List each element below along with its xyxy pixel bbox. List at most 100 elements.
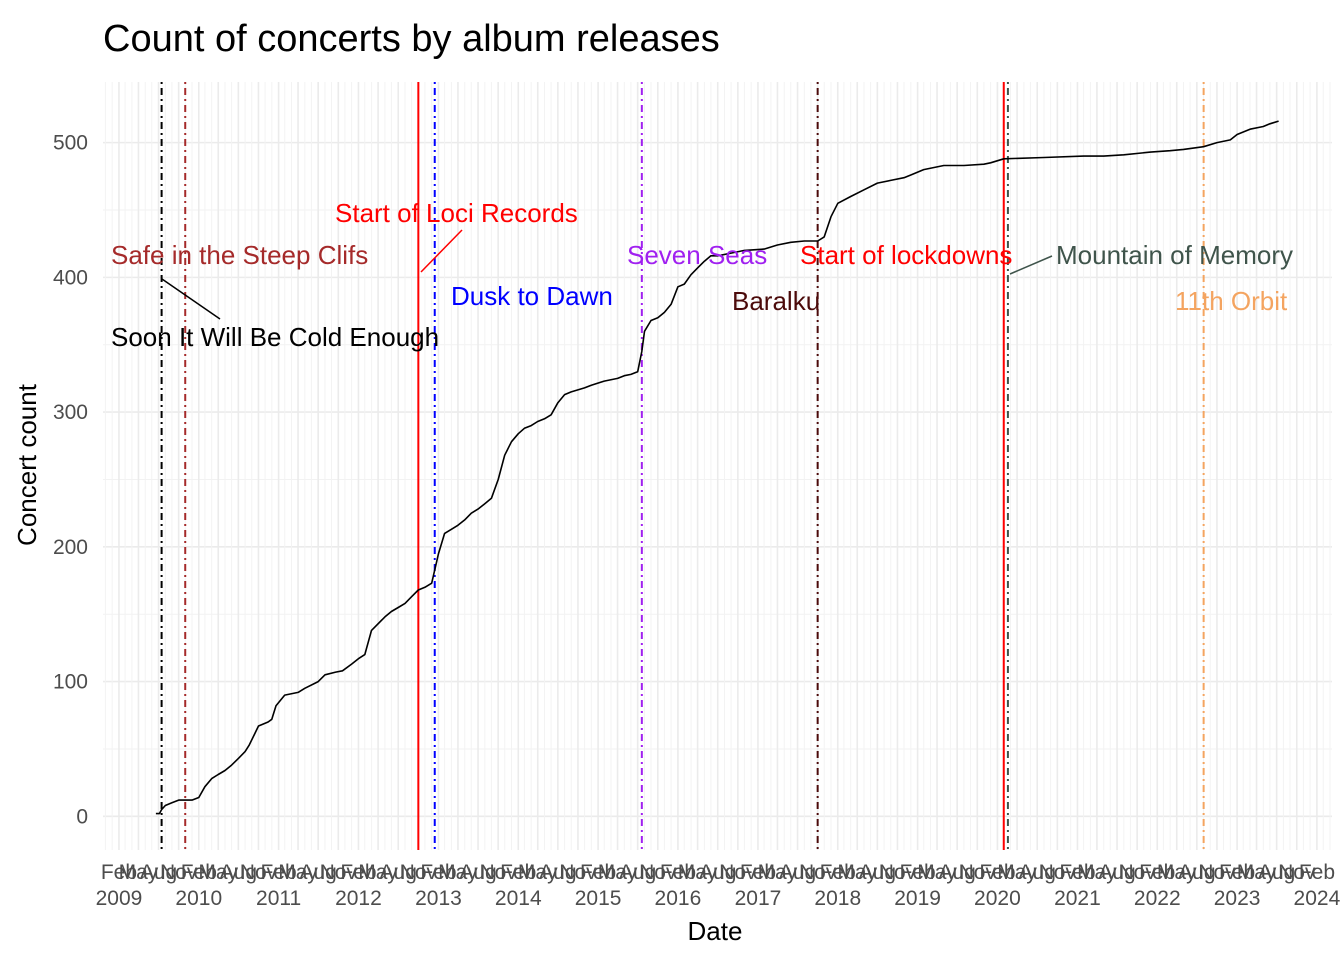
- x-tick-label: Feb: [101, 861, 137, 884]
- x-tick-label: May: [278, 861, 318, 884]
- x-tick-year-label: 2020: [974, 887, 1021, 910]
- x-tick-year-label: 2016: [655, 887, 702, 910]
- y-tick-label: 200: [53, 536, 88, 559]
- annotation-label: Baralku: [732, 286, 820, 316]
- x-tick-year-label: 2011: [256, 887, 301, 910]
- x-tick-label: Feb: [900, 861, 936, 884]
- annotation-label: Start of Loci Records: [335, 198, 578, 228]
- x-tick-label: Nov: [479, 861, 517, 884]
- x-tick-year-label: 2009: [96, 887, 143, 910]
- x-tick-label: Nov: [1198, 861, 1236, 884]
- annotation-label: 11th Orbit: [1175, 286, 1288, 316]
- x-tick-year-label: 2023: [1214, 887, 1261, 910]
- x-tick-year-label: 2014: [495, 887, 542, 910]
- x-tick-label: Nov: [799, 861, 837, 884]
- x-tick-label: Feb: [340, 861, 376, 884]
- annotation-label: Dusk to Dawn: [451, 281, 613, 311]
- x-tick-label: May: [358, 861, 398, 884]
- x-tick-label: Nov: [639, 861, 677, 884]
- x-tick-label: May: [758, 861, 798, 884]
- annotation-label: Safe in the Steep Clifs: [111, 240, 368, 270]
- x-tick-label: Nov: [240, 861, 278, 884]
- annotation-labels: Soon It Will Be Cold Enough Safe in the S…: [111, 198, 1293, 352]
- x-tick-year-label: 2021: [1054, 887, 1101, 910]
- x-tick-label: Aug: [938, 861, 975, 884]
- grid: [103, 82, 1332, 850]
- x-tick-label: Feb: [181, 861, 217, 884]
- x-tick-year-label: 2022: [1134, 887, 1181, 910]
- x-tick-label: Feb: [1059, 861, 1095, 884]
- x-tick-label: Nov: [879, 861, 917, 884]
- x-tick-label: Aug: [1019, 861, 1056, 884]
- x-tick-label: Aug: [459, 861, 496, 884]
- x-tick-label: May: [198, 861, 238, 884]
- x-tick-year-label: 2019: [894, 887, 941, 910]
- annotation-label: Soon It Will Be Cold Enough: [111, 322, 439, 352]
- x-tick-label: Feb: [580, 861, 616, 884]
- x-tick-label: Feb: [820, 861, 856, 884]
- x-tick-label: Aug: [299, 861, 336, 884]
- y-tick-label: 300: [53, 401, 88, 424]
- annotation-label: Seven Seas: [627, 240, 767, 270]
- x-tick-label: Aug: [619, 861, 656, 884]
- x-tick-year-label: 2010: [175, 887, 222, 910]
- x-tick-label: May: [1237, 861, 1277, 884]
- x-axis-ticks: Feb2009MayAugNovFeb2010MayAugNovFeb2011M…: [96, 861, 1341, 910]
- x-tick-label: Nov: [959, 861, 997, 884]
- y-axis-ticks: 0 100 200 300 400 500: [53, 132, 88, 829]
- y-tick-label: 400: [53, 266, 88, 289]
- x-tick-label: May: [598, 861, 638, 884]
- annotation-label: Mountain of Memory: [1056, 240, 1293, 270]
- x-tick-label: Feb: [979, 861, 1015, 884]
- x-tick-label: May: [678, 861, 718, 884]
- x-tick-label: Nov: [559, 861, 597, 884]
- x-tick-year-label: 2013: [415, 887, 462, 910]
- annotation-leader: [1009, 255, 1053, 275]
- x-tick-label: Aug: [1258, 861, 1295, 884]
- annotation-leaders: [161, 229, 1053, 320]
- cumulative-line: [155, 120, 1279, 815]
- x-tick-year-label: 2015: [575, 887, 622, 910]
- x-tick-label: May: [438, 861, 478, 884]
- x-tick-label: May: [119, 861, 159, 884]
- y-axis-title: Concert count: [12, 383, 42, 546]
- x-tick-label: Feb: [660, 861, 696, 884]
- x-tick-label: May: [1157, 861, 1197, 884]
- chart-title: Count of concerts by album releases: [103, 18, 720, 60]
- x-tick-label: Feb: [1299, 861, 1335, 884]
- x-axis-title: Date: [688, 916, 743, 946]
- x-tick-label: Nov: [1039, 861, 1077, 884]
- x-tick-label: Aug: [779, 861, 816, 884]
- x-tick-label: Nov: [1278, 861, 1316, 884]
- x-tick-label: Feb: [420, 861, 456, 884]
- annotation-leader: [161, 278, 221, 320]
- x-tick-label: Aug: [1178, 861, 1215, 884]
- x-tick-label: May: [518, 861, 558, 884]
- x-tick-year-label: 2018: [814, 887, 861, 910]
- x-tick-label: Feb: [740, 861, 776, 884]
- x-tick-year-label: 2024: [1294, 887, 1341, 910]
- x-tick-label: Feb: [1139, 861, 1175, 884]
- x-tick-label: May: [997, 861, 1037, 884]
- series: [155, 120, 1279, 815]
- x-tick-label: Nov: [400, 861, 438, 884]
- x-tick-label: Feb: [1219, 861, 1255, 884]
- annotation-leader: [420, 229, 463, 273]
- y-tick-label: 100: [53, 671, 88, 694]
- x-tick-label: Nov: [1118, 861, 1156, 884]
- x-tick-year-label: 2012: [335, 887, 382, 910]
- x-tick-label: Feb: [261, 861, 297, 884]
- x-tick-label: Aug: [1098, 861, 1135, 884]
- event-lines: [160, 82, 1205, 850]
- x-tick-label: Nov: [719, 861, 757, 884]
- x-tick-label: Aug: [220, 861, 257, 884]
- x-tick-label: May: [917, 861, 957, 884]
- x-tick-label: Aug: [699, 861, 736, 884]
- x-tick-label: Aug: [859, 861, 896, 884]
- y-tick-label: 500: [53, 132, 88, 155]
- x-tick-label: May: [837, 861, 877, 884]
- x-tick-label: Aug: [380, 861, 417, 884]
- x-tick-label: Feb: [500, 861, 536, 884]
- y-tick-label: 0: [76, 805, 88, 828]
